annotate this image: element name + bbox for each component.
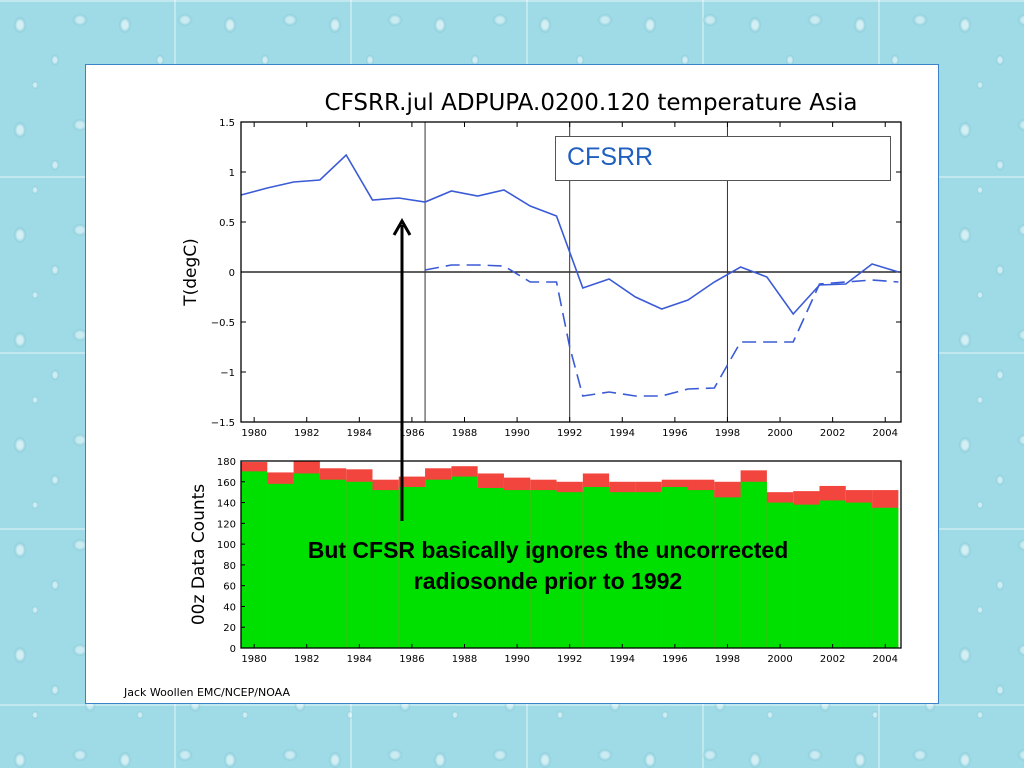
x-tick-label: 1992 <box>557 654 582 665</box>
bar-green-1996 <box>661 486 689 648</box>
x-tick-label: 1990 <box>504 428 529 439</box>
bar-green-1982 <box>293 473 320 648</box>
x-tick-label: 2004 <box>872 428 897 439</box>
y-tick-label: 1.5 <box>219 118 235 129</box>
bar-green-2000 <box>766 502 794 648</box>
x-tick-label: 2000 <box>767 428 792 439</box>
bar-green-1991 <box>530 490 557 648</box>
bar-green-2004 <box>872 507 899 648</box>
x-tick-label: 1998 <box>715 428 740 439</box>
y-tick-label: 0.5 <box>219 218 235 229</box>
y-tick-label: −1.5 <box>211 418 235 429</box>
x-tick-label: 1984 <box>347 428 372 439</box>
callout-line-2: radiosonde prior to 1992 <box>413 568 683 594</box>
x-tick-label: 1996 <box>662 428 687 439</box>
chart-title: CFSRR.jul ADPUPA.0200.120 temperature As… <box>325 90 858 116</box>
annotation-arrow-head <box>392 217 412 236</box>
y-tick-label: 0 <box>229 268 235 279</box>
chart-canvas: CFSRR.jul ADPUPA.0200.120 temperature As… <box>181 90 902 665</box>
chart-panel: CFSRR.jul ADPUPA.0200.120 temperature As… <box>85 64 939 704</box>
y-tick-label: 120 <box>217 519 236 530</box>
x-tick-label: 1994 <box>610 428 635 439</box>
bar-green-1980 <box>241 471 268 648</box>
x-tick-label: 1986 <box>399 654 424 665</box>
bar-green-2003 <box>845 502 873 648</box>
bottom-plot-frame <box>240 460 902 649</box>
legend-label: CFSRR <box>567 143 654 171</box>
bar-green-1989 <box>477 488 504 648</box>
callout-line-1: But CFSR basically ignores the uncorrect… <box>307 537 789 563</box>
y-tick-label: 20 <box>223 623 236 634</box>
y-tick-label: 80 <box>223 561 236 572</box>
callout-text: But CFSR basically ignores the uncorrect… <box>236 535 860 597</box>
bar-green-1987 <box>425 479 452 648</box>
x-tick-label: 1998 <box>715 654 740 665</box>
x-tick-label: 1988 <box>452 654 477 665</box>
x-tick-label: 1984 <box>347 654 372 665</box>
x-tick-label: 1982 <box>294 428 319 439</box>
y-tick-label: 160 <box>217 478 236 489</box>
x-tick-label: 1992 <box>557 428 582 439</box>
top-plot-frame <box>240 121 902 423</box>
y-tick-label: 1 <box>229 168 235 179</box>
bar-green-1984 <box>346 481 373 648</box>
x-tick-label: 2002 <box>820 654 845 665</box>
bar-green-1998 <box>714 497 741 648</box>
x-tick-label: 1980 <box>241 428 266 439</box>
bar-green-1990 <box>503 490 531 648</box>
y-tick-label: 180 <box>217 457 236 468</box>
x-tick-label: 2004 <box>872 654 897 665</box>
series-line-dashed <box>424 264 899 397</box>
y-tick-label: 60 <box>223 582 236 593</box>
x-tick-label: 1996 <box>662 654 687 665</box>
legend-box: CFSRR <box>555 136 891 181</box>
bar-green-1995 <box>635 492 662 648</box>
bar-green-1999 <box>740 481 767 648</box>
bar-green-1988 <box>451 476 478 648</box>
y-tick-label: −0.5 <box>211 318 235 329</box>
bar-green-1997 <box>688 490 715 648</box>
x-tick-label: 1994 <box>610 654 635 665</box>
x-tick-label: 1980 <box>241 654 266 665</box>
bar-green-1981 <box>267 483 294 648</box>
bar-green-1992 <box>556 492 583 648</box>
y-tick-label: 140 <box>217 499 236 510</box>
x-tick-label: 2000 <box>767 654 792 665</box>
y-axis-label-counts: 00z Data Counts <box>189 484 209 625</box>
y-tick-label: −1 <box>220 368 235 379</box>
y-tick-label: 100 <box>217 540 236 551</box>
x-tick-label: 2002 <box>820 428 845 439</box>
x-tick-label: 1988 <box>452 428 477 439</box>
bar-green-1994 <box>609 492 636 648</box>
bar-green-2001 <box>793 504 820 648</box>
bar-green-2002 <box>819 500 846 648</box>
credit-text: Jack Woollen EMC/NCEP/NOAA <box>124 686 291 699</box>
series-line-cfsrr <box>240 153 899 316</box>
x-tick-label: 1986 <box>399 428 424 439</box>
x-tick-label: 1982 <box>294 654 319 665</box>
bar-green-1983 <box>319 479 347 648</box>
bar-green-1985 <box>372 490 399 648</box>
y-tick-label: 40 <box>223 602 236 613</box>
y-axis-label: T(degC) <box>181 238 201 307</box>
y-tick-label: 0 <box>230 644 236 655</box>
x-tick-label: 1990 <box>504 654 529 665</box>
bar-green-1993 <box>582 486 610 648</box>
